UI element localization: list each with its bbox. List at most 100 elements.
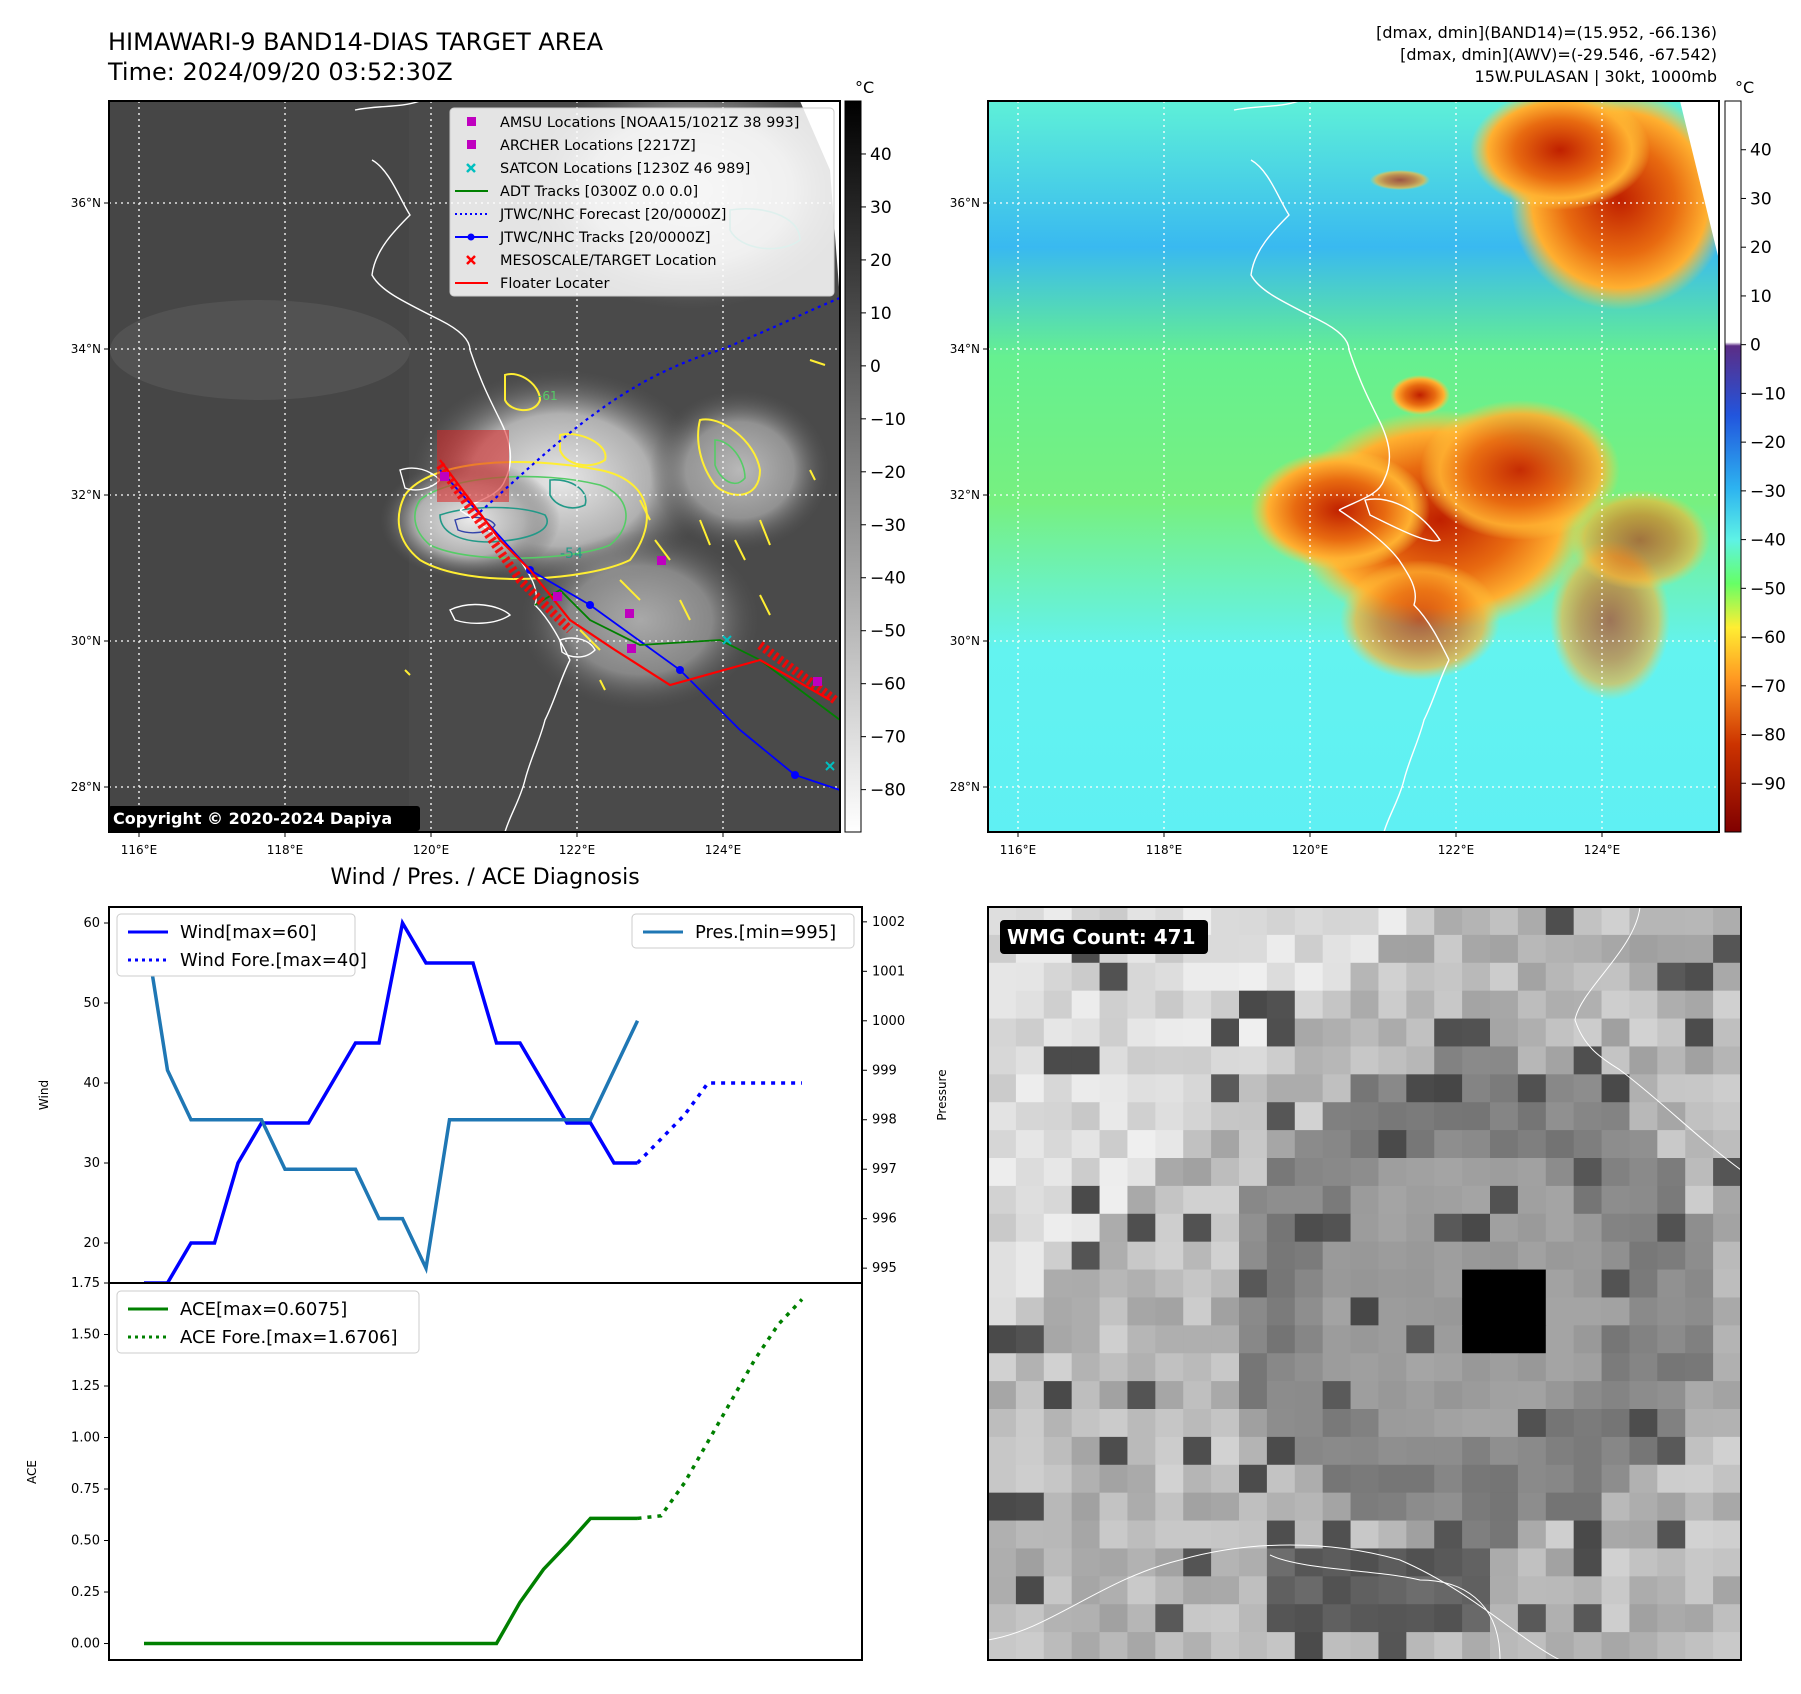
line-dot-icon [455,233,488,241]
pressure-tick-label: 1002 [872,915,905,930]
wind-tick-label: 50 [83,996,100,1011]
lat-tick-label: 36°N [71,196,101,210]
ace-forecast-line [637,1298,804,1521]
colorbar-tick-label: −80 [1750,726,1786,746]
wind-fore-legend-label: Wind Fore.[max=40] [180,950,367,971]
wmg-panel: WMG Count: 471 [987,906,1742,1661]
copyright-text: Copyright © 2020-2024 Dapiya [113,809,392,828]
figure-title: HIMAWARI-9 BAND14-DIAS TARGET AREA [108,28,604,56]
floater-track [436,459,838,704]
map-legend: AMSU Locations [NOAA15/1021Z 38 993] ARCH… [449,107,835,297]
lon-tick-label: 116°E [1000,843,1037,857]
legend-entry: SATCON Locations [1230Z 46 989] [466,161,750,177]
legend-label: JTWC/NHC Forecast [20/0000Z] [499,207,726,223]
colorbar-tick-label: −10 [870,410,906,430]
contour-label-61: -61 [538,389,558,403]
colorbar-tick-label: −20 [870,463,906,483]
legend-label: MESOSCALE/TARGET Location [500,253,717,269]
awv-map-frame [987,100,1720,833]
colorbar-tick-label: −70 [870,728,906,748]
copyright-box [108,806,420,831]
awv-map: 116°E 118°E 120°E 122°E 124°E 28°N 30°N 32°N 34… [950,100,1720,857]
legend-entry: MESOSCALE/TARGET Location [466,253,717,269]
colorbar-tick-label: −70 [1750,677,1786,697]
colorbar-tick-label: 0 [1750,336,1761,356]
square-marker-icon [467,140,476,149]
legend-label: Floater Locater [500,276,609,292]
band14-colorbar: °C 40 30 20 10 0 −10 −20 −30 −40 −50 −60 −70 −80 [844,78,906,833]
storm-info-text: 15W.PULASAN | 30kt, 1000mb [1475,67,1717,86]
colorbar-tick-label: 20 [870,251,892,271]
awv-colorbar-unit: °C [1735,78,1754,97]
colorbar-tick-label: −60 [1750,628,1786,648]
lat-tick-label: 34°N [71,342,101,356]
lat-tick-label: 28°N [950,780,980,794]
colorbar-tick-label: 20 [1750,238,1772,258]
lon-tick-label: 118°E [267,843,304,857]
pres-legend: Pres.[min=995] [631,913,855,949]
pressure-tick-label: 995 [872,1261,897,1276]
colorbar-tick-label: −40 [1750,531,1786,551]
legend-entry: Floater Locater [455,276,609,292]
colorbar-tick-label: −50 [870,622,906,642]
lon-tick-label: 120°E [1292,843,1329,857]
lat-tick-label: 28°N [71,780,101,794]
legend-entry: JTWC/NHC Forecast [20/0000Z] [455,207,726,223]
diagnosis-title: Wind / Pres. / ACE Diagnosis [330,865,639,890]
colorbar-tick-label: 40 [870,145,892,165]
x-marker-icon [466,255,476,265]
colorbar-tick-label: −30 [870,516,906,536]
colorbar-tick-label: −60 [870,675,906,695]
ace-tick-label: 0.25 [71,1585,100,1600]
ace-tick-label: 1.00 [71,1431,100,1446]
pressure-ylabel: Pressure [935,1069,949,1120]
lat-tick-label: 34°N [950,342,980,356]
colorbar-tick-label: −80 [870,781,906,801]
lon-tick-label: 124°E [705,843,742,857]
wind-legend: Wind[max=60] Wind Fore.[max=40] [116,913,367,977]
wind-tick-label: 20 [83,1236,100,1251]
pressure-tick-label: 996 [872,1212,897,1227]
square-marker-icon [467,117,476,126]
pressure-tick-label: 1000 [872,1014,905,1029]
ace-ylabel: ACE [25,1460,39,1484]
wind-tick-label: 60 [83,916,100,931]
wind-forecast-line [636,1081,802,1165]
wind-tick-label: 40 [83,1076,100,1091]
lat-tick-label: 32°N [950,488,980,502]
colorbar-tick-label: 30 [1750,189,1772,209]
wmg-frame [987,906,1742,1661]
wind-legend-label: Wind[max=60] [180,922,317,943]
target-box [437,430,509,502]
legend-entry: JTWC/NHC Tracks [20/0000Z] [455,230,711,246]
colorbar-tick-label: 10 [870,304,892,324]
figure-time: Time: 2024/09/20 03:52:30Z [107,58,453,86]
band14-colorbar-unit: °C [855,78,874,97]
legend-entry: ARCHER Locations [2217Z] [467,138,696,154]
wind-pres-chart: 20 30 40 50 60 995 996 997 998 999 1000 1001 1002 W… [37,906,949,1285]
awv-colorbar: °C 40 30 20 10 0 −10 −20 −30 −40 −50 −60 −70 −80 −90 [1724,78,1786,833]
legend-entry: ADT Tracks [0300Z 0.0 0.0] [455,184,698,200]
jtwc-forecast-track [479,296,840,513]
colorbar-tick-label: 10 [1750,287,1772,307]
lon-tick-label: 122°E [559,843,596,857]
lon-tick-label: 122°E [1438,843,1475,857]
ace-tick-label: 0.75 [71,1482,100,1497]
legend-entry: AMSU Locations [NOAA15/1021Z 38 993] [467,115,799,131]
ace-tick-label: 1.50 [71,1328,100,1343]
ace-legend-label: ACE[max=0.6075] [180,1299,347,1320]
lon-tick-label: 118°E [1146,843,1183,857]
colorbar-tick-label: 30 [870,198,892,218]
band14-map-frame [108,100,841,833]
wind-tick-label: 30 [83,1156,100,1171]
ace-tick-label: 1.25 [71,1379,100,1394]
contour-label-54: -54 [560,546,583,562]
legend-label: JTWC/NHC Tracks [20/0000Z] [499,230,711,246]
ace-tick-label: 1.75 [71,1276,100,1291]
lat-tick-label: 32°N [71,488,101,502]
legend-label: AMSU Locations [NOAA15/1021Z 38 993] [500,115,799,131]
lon-tick-label: 116°E [121,843,158,857]
wmg-count-label: WMG Count: 471 [1007,925,1196,949]
pressure-tick-label: 997 [872,1162,897,1177]
